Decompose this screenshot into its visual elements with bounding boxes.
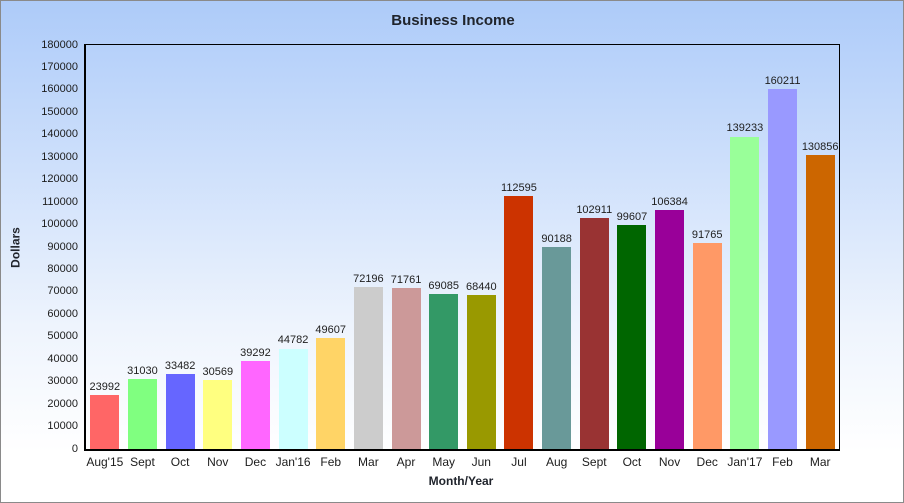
y-tick-label: 170000 xyxy=(41,60,78,73)
bar-value-label: 39292 xyxy=(240,346,271,359)
bar-sept xyxy=(127,379,157,449)
bar-feb xyxy=(316,337,346,449)
x-tick-label: Feb xyxy=(772,455,793,469)
x-tick-label: Dec xyxy=(696,455,718,469)
y-tick-label: 100000 xyxy=(41,218,78,231)
x-tick-label: Aug xyxy=(545,455,568,469)
y-tick-label: 40000 xyxy=(47,352,78,365)
y-tick-label: 180000 xyxy=(41,38,78,51)
bar-mar xyxy=(353,286,383,449)
x-tick-label: Nov xyxy=(207,455,229,469)
x-tick-label: May xyxy=(432,455,455,469)
bar-value-label: 112595 xyxy=(501,182,537,195)
bar-value-label: 90188 xyxy=(541,232,572,245)
bar-aug xyxy=(542,246,572,449)
bar-value-label: 30569 xyxy=(202,366,234,379)
x-tick-label: Sept xyxy=(130,455,155,469)
x-tick-label: Sept xyxy=(581,455,607,469)
bar-jun xyxy=(466,295,496,449)
bar-apr xyxy=(391,287,421,449)
bar-nov xyxy=(203,380,233,449)
bar-oct xyxy=(617,225,647,449)
y-tick-label: 30000 xyxy=(47,375,78,388)
bar-value-label: 102911 xyxy=(576,204,613,217)
bar-value-label: 44782 xyxy=(277,334,309,347)
bar-sept xyxy=(579,218,609,449)
bar-jan17 xyxy=(730,136,760,449)
y-tick-label: 80000 xyxy=(47,262,78,275)
x-tick-label: Jul xyxy=(511,455,527,469)
bar-dec xyxy=(240,360,270,449)
x-tick-label: Aug'15 xyxy=(86,455,124,469)
y-tick-label: 0 xyxy=(71,442,78,455)
y-tick-label: 60000 xyxy=(47,307,78,320)
x-tick-label: Jan'17 xyxy=(727,455,763,469)
y-tick-label: 20000 xyxy=(47,397,78,410)
y-tick-label: 130000 xyxy=(41,150,78,163)
bar-value-label: 31030 xyxy=(127,365,158,378)
chart-title: Business Income xyxy=(391,12,515,29)
bar-value-label: 49607 xyxy=(315,323,347,336)
x-tick-label: Apr xyxy=(396,455,416,469)
bar-value-label: 68440 xyxy=(466,281,497,294)
y-tick-label: 120000 xyxy=(41,173,78,186)
x-tick-label: Dec xyxy=(244,455,267,469)
y-tick-label: 110000 xyxy=(42,195,78,208)
x-tick-label: Feb xyxy=(320,455,342,469)
bar-value-label: 23992 xyxy=(89,381,121,394)
bar-value-label: 91765 xyxy=(691,229,723,242)
bar-feb xyxy=(768,89,798,449)
x-tick-label: Jan'16 xyxy=(275,455,311,469)
y-tick-label: 10000 xyxy=(47,420,78,433)
x-tick-label: Nov xyxy=(658,455,681,469)
y-tick-label: 160000 xyxy=(41,83,78,96)
y-tick-label: 70000 xyxy=(47,285,78,298)
bar-value-label: 69085 xyxy=(428,279,459,292)
x-tick-label: Mar xyxy=(809,455,831,469)
bar-value-label: 71761 xyxy=(390,273,422,286)
x-tick-label: Oct xyxy=(170,455,190,469)
x-tick-label: Oct xyxy=(622,455,642,469)
bar-dec xyxy=(692,243,722,449)
bar-nov xyxy=(655,210,685,449)
bar-may xyxy=(429,293,459,449)
plot-area xyxy=(84,44,840,451)
bar-value-label: 106384 xyxy=(651,196,688,209)
bar-aug15 xyxy=(90,395,120,449)
bar-value-label: 99607 xyxy=(616,211,648,224)
bar-value-label: 130856 xyxy=(801,141,839,154)
bar-value-label: 139233 xyxy=(726,122,764,135)
bar-value-label: 33482 xyxy=(164,359,196,372)
y-tick-label: 50000 xyxy=(47,330,78,343)
x-tick-label: Mar xyxy=(358,455,379,469)
y-tick-label: 150000 xyxy=(41,105,78,118)
x-axis-title: Month/Year xyxy=(428,474,494,488)
bar-mar xyxy=(805,155,835,449)
bar-jan16 xyxy=(278,348,308,449)
bar-value-label: 72196 xyxy=(353,272,384,285)
x-tick-label: Jun xyxy=(471,455,491,469)
bar-value-label: 160211 xyxy=(764,75,801,88)
y-tick-label: 140000 xyxy=(41,128,78,141)
y-tick-label: 90000 xyxy=(47,240,78,253)
bar-jul xyxy=(504,196,534,449)
bar-oct xyxy=(165,373,195,449)
